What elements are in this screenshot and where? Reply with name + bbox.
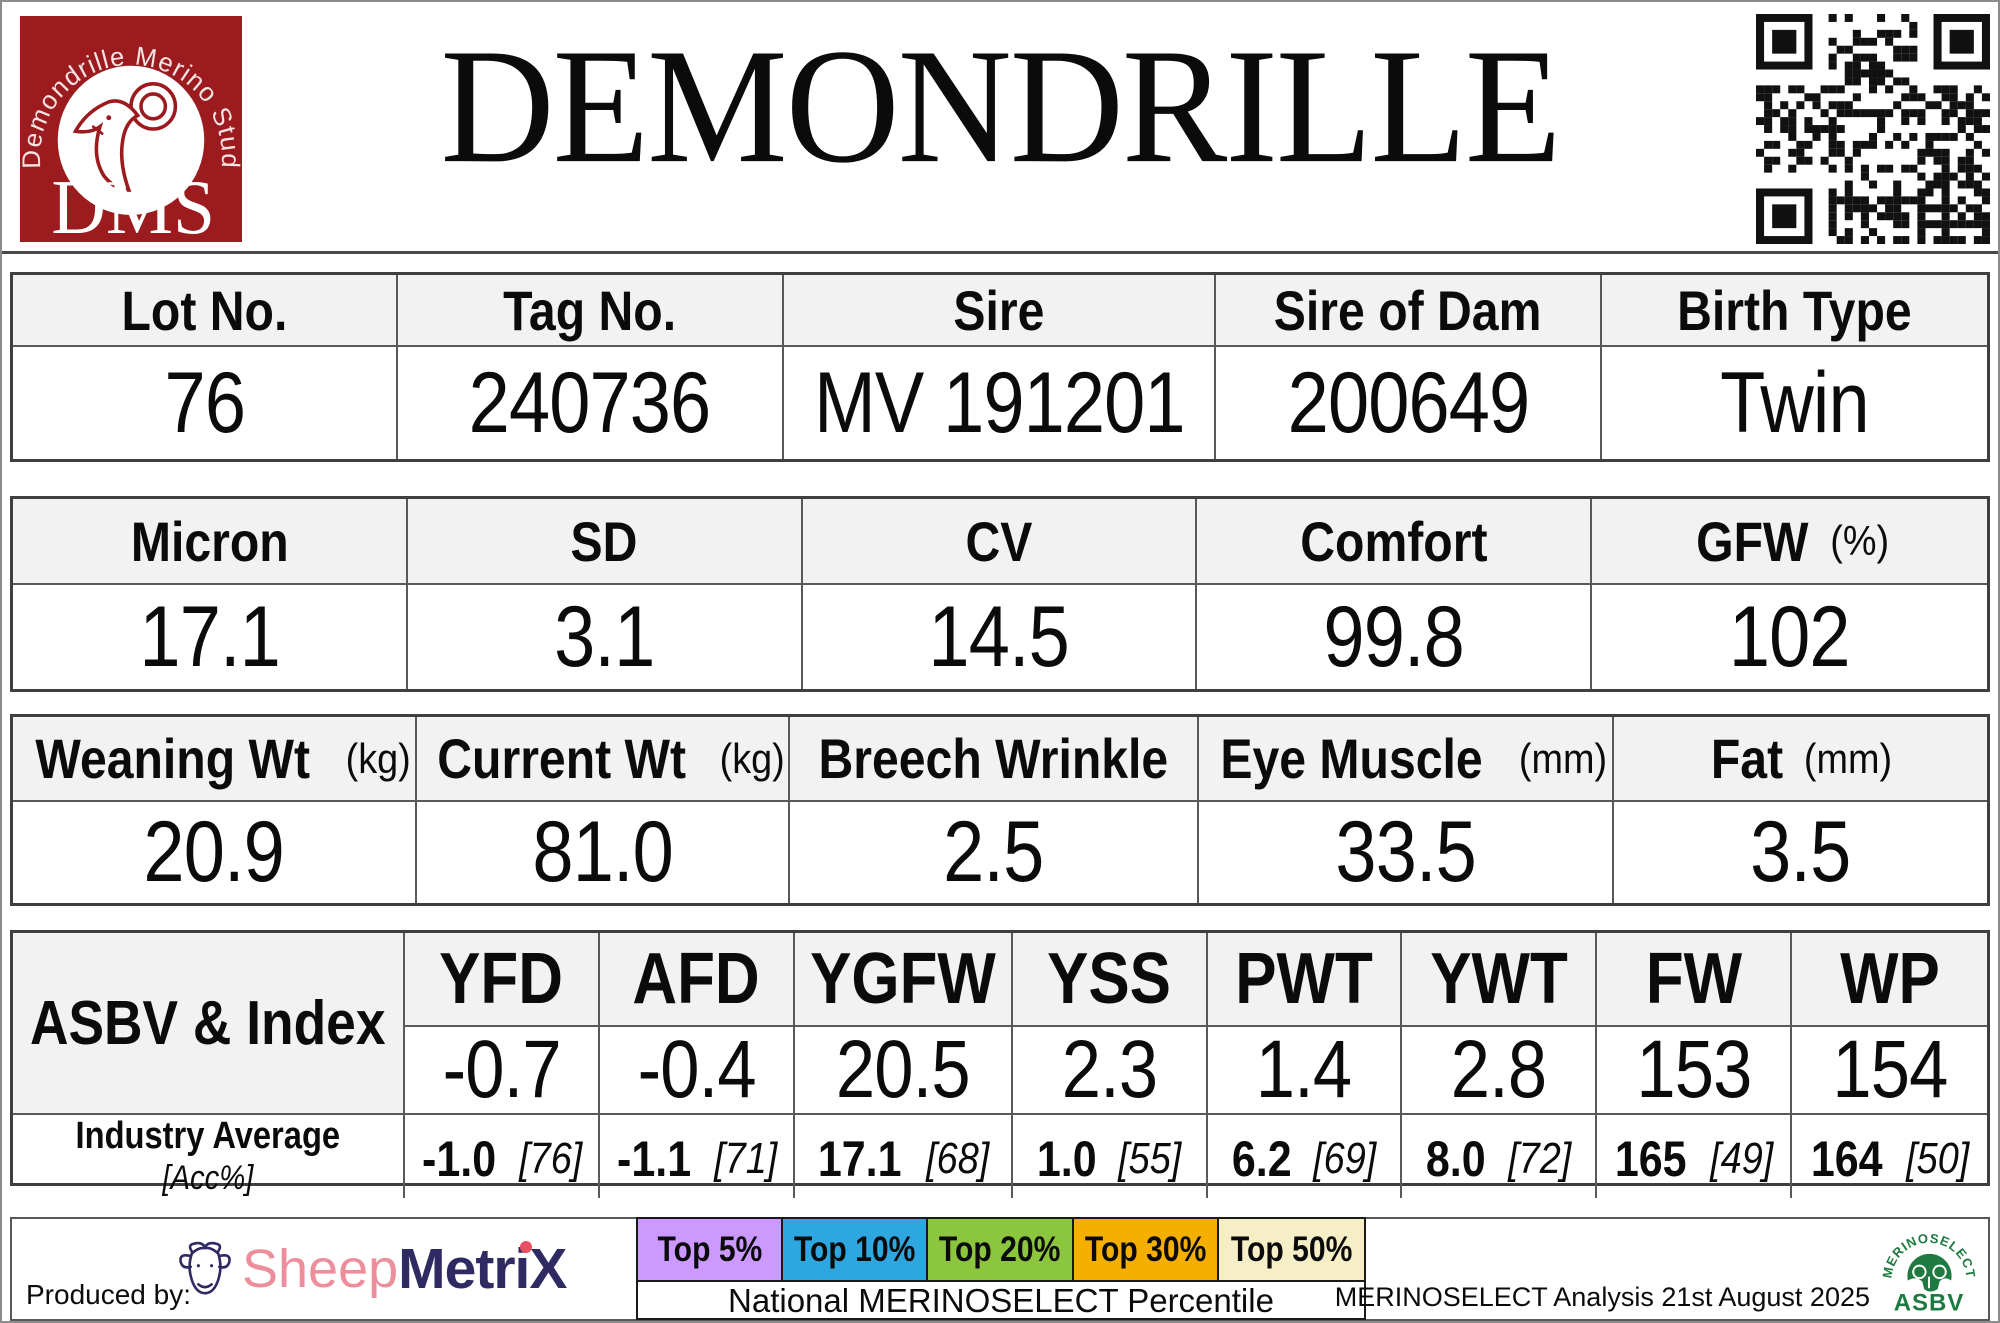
- asbv-value-cell: 2.3: [1012, 1024, 1208, 1115]
- header-cell: Micron: [13, 499, 408, 585]
- logo-initials: DMS: [51, 165, 215, 242]
- asbv-value-cell: -0.7: [405, 1024, 600, 1115]
- value-cell: 102: [1729, 588, 1851, 685]
- industry-value-cell: -1.0 [76]: [405, 1115, 600, 1198]
- header-cell: Eye Muscle (mm): [1199, 717, 1615, 802]
- value-cell: 2.5: [790, 802, 1200, 903]
- header-cell: Comfort: [1197, 499, 1593, 585]
- sheep-head-icon: [179, 1241, 231, 1295]
- sheepmetrix-sheep-text: Sheep: [242, 1239, 399, 1299]
- value-cell: 3.5: [1750, 804, 1851, 900]
- asbv-value-cell: 20.5: [794, 1024, 1013, 1115]
- industry-value-cell: 164 [50]: [1810, 1131, 1969, 1188]
- asbv-header-cell: PWT: [1207, 933, 1403, 1027]
- legend-top10: Top 10%: [783, 1219, 929, 1282]
- asbv-value-cell: -0.4: [599, 1024, 795, 1115]
- sheepmetrix-metrix-text: MetriX: [398, 1237, 567, 1301]
- asbv-value-cell: 2.8: [1402, 1024, 1598, 1115]
- value-cell: 200649: [1216, 347, 1602, 459]
- asbv-corner-label: ASBV & Index: [13, 933, 405, 1115]
- header-cell: Tag No.: [398, 275, 784, 347]
- industry-value-cell: -1.1 [71]: [600, 1115, 795, 1198]
- wool-table: Micron SD CV Comfort GFW (%) 17.1 3.1 14.…: [10, 496, 1990, 692]
- body-table: Weaning Wt (kg) Current Wt (kg) Breech Wri…: [10, 714, 1990, 906]
- value-cell: 76: [13, 347, 399, 459]
- legend-top50: Top 50%: [1218, 1219, 1364, 1282]
- percentile-caption: National MERINOSELECT Percentile: [728, 1282, 1274, 1319]
- qr-code: [1756, 14, 1990, 244]
- header-cell: CV: [802, 499, 1198, 585]
- ram-head-green-icon: [1907, 1253, 1952, 1292]
- info-table: Lot No. Tag No. Sire Sire of Dam Birth T…: [10, 272, 1990, 462]
- value-cell: 17.1: [13, 585, 408, 689]
- header-cell: Sire of Dam: [1216, 275, 1602, 347]
- percentile-legend: Top 5% Top 10% Top 20% Top 30% Top 50% N…: [636, 1217, 1366, 1320]
- industry-value-cell: 165 [49]: [1597, 1115, 1793, 1198]
- header-cell: Lot No.: [13, 275, 399, 347]
- sheepmetrix-logo: Sheep MetriX: [172, 1227, 567, 1311]
- header-cell: GFW (%): [1592, 499, 1987, 585]
- asbv-table: ASBV & Index YFD AFD YGFW YSS PWT YWT FW…: [10, 930, 1990, 1198]
- page-title: DEMONDRILLE: [440, 15, 1562, 198]
- industry-value-cell: 8.0 [72]: [1402, 1115, 1598, 1198]
- header-cell: Fat (mm): [1614, 717, 1987, 802]
- value-cell: Twin: [1720, 354, 1870, 451]
- asbv-header-cell: AFD: [599, 933, 795, 1027]
- value-cell: 14.5: [803, 585, 1198, 689]
- asbv-header-cell: WP: [1792, 933, 1987, 1027]
- legend-top5: Top 5%: [638, 1219, 784, 1282]
- asbv-value-cell: 154: [1792, 1024, 1987, 1115]
- merinoselect-asbv-logo: MERINOSELECT ASBV: [1879, 1230, 1977, 1316]
- asbv-header-cell: YSS: [1012, 933, 1208, 1027]
- stud-logo: Demondrille Merino Stud DMS: [20, 16, 242, 242]
- footer: Produced by: Sheep MetriX Top 5% Top 10% …: [10, 1217, 1990, 1321]
- metrix-i-dot: [520, 1241, 533, 1253]
- industry-value-cell: 1.0 [55]: [1013, 1115, 1208, 1198]
- value-cell: MV 191201: [784, 347, 1217, 459]
- value-cell: 240736: [398, 347, 784, 459]
- industry-value-cell: 6.2 [69]: [1208, 1115, 1403, 1198]
- asbv-value-cell: 1.4: [1207, 1024, 1403, 1115]
- header-cell: Current Wt (kg): [416, 717, 791, 802]
- asbv-header-cell: YGFW: [794, 933, 1013, 1027]
- value-cell: 33.5: [1199, 802, 1615, 903]
- value-cell: 3.1: [408, 585, 803, 689]
- asbv-header-cell: YWT: [1402, 933, 1598, 1027]
- value-cell: 99.8: [1197, 585, 1593, 689]
- header-cell: Breech Wrinkle: [790, 717, 1200, 802]
- industry-value-cell: 17.1 [68]: [795, 1115, 1013, 1198]
- asbv-value-cell: 153: [1597, 1024, 1793, 1115]
- header-cell: Weaning Wt (kg): [13, 717, 417, 802]
- produced-by-label: Produced by:: [26, 1279, 191, 1310]
- asbv-header-cell: FW: [1597, 933, 1793, 1027]
- value-cell: 81.0: [417, 802, 791, 903]
- asbv-header-cell: YFD: [405, 933, 600, 1027]
- value-cell: 20.9: [13, 802, 417, 903]
- legend-top20: Top 20%: [928, 1219, 1074, 1282]
- header: Demondrille Merino Stud DMS DEMONDRILLE: [2, 2, 1998, 254]
- ram-head-icon: [72, 81, 178, 192]
- asbv-label: ASBV: [1894, 1289, 1965, 1316]
- analysis-date-text: MERINOSELECT Analysis 21st August 2025: [1334, 1282, 1870, 1312]
- industry-average-label: Industry Average [Acc%]: [13, 1115, 405, 1198]
- header-cell: Sire: [783, 275, 1217, 347]
- header-cell: Birth Type: [1601, 275, 1987, 347]
- header-cell: SD: [407, 499, 803, 585]
- legend-top30: Top 30%: [1073, 1219, 1219, 1282]
